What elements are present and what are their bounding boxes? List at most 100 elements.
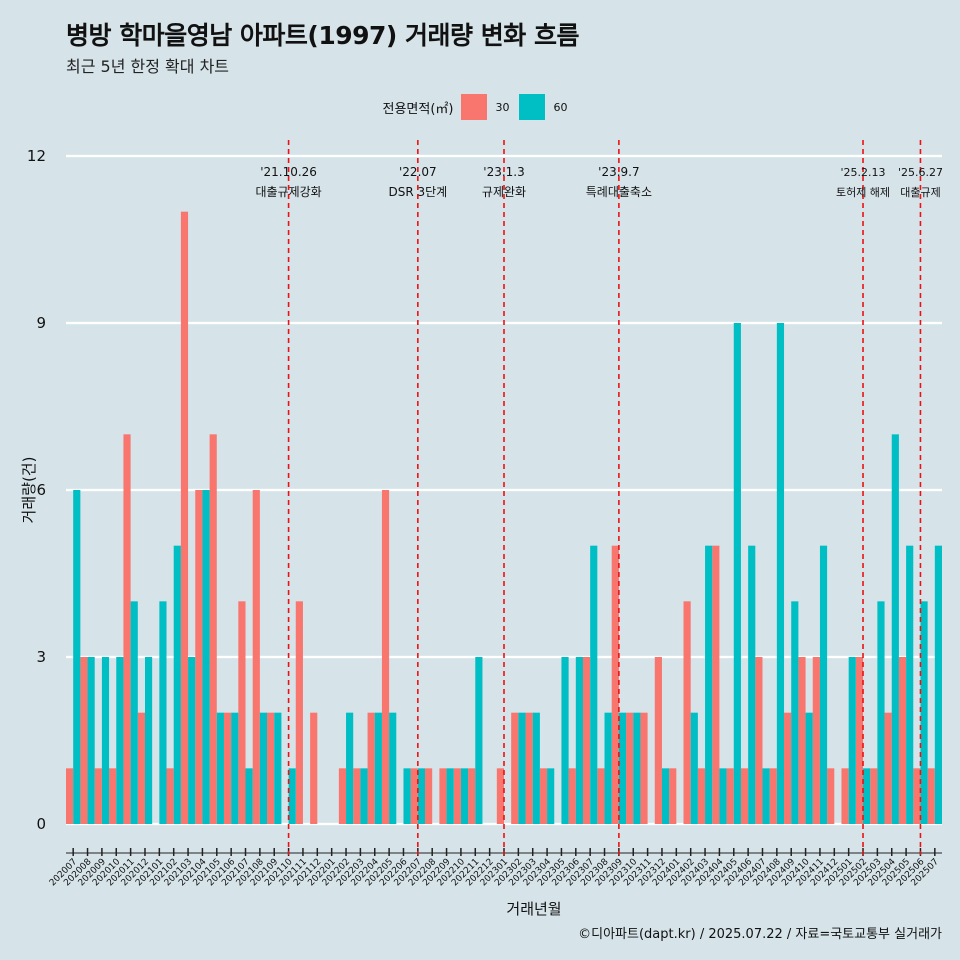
bar-30-202309 xyxy=(611,545,619,824)
y-axis-title: 거래량(건) xyxy=(20,457,38,524)
bar-30-202502 xyxy=(855,657,864,824)
bar-30-202501 xyxy=(841,768,849,824)
bar-60-202102 xyxy=(173,545,181,824)
bar-60-202203 xyxy=(360,768,368,824)
bar-30-202208 xyxy=(425,768,433,824)
bar-30-202403 xyxy=(697,768,706,824)
bar-60-202409 xyxy=(791,601,799,824)
y-tick-label-3: 3 xyxy=(36,648,46,666)
bar-60-202306 xyxy=(575,657,583,824)
bar-30-202105 xyxy=(209,434,217,824)
bar-60-202411 xyxy=(819,545,828,824)
bar-30-202310 xyxy=(626,712,634,824)
bar-60-202302 xyxy=(518,712,526,824)
bar-30-202307 xyxy=(582,657,591,824)
bar-30-202312 xyxy=(654,657,662,824)
x-axis-title: 거래년월 xyxy=(506,900,561,918)
bar-60-202303 xyxy=(532,712,540,824)
bar-30-202406 xyxy=(740,768,749,824)
y-tick-label-0: 0 xyxy=(36,815,46,833)
legend-swatch-60 xyxy=(519,94,546,120)
bar-60-202211 xyxy=(475,657,483,824)
bar-60-202012 xyxy=(144,657,153,824)
bar-60-202205 xyxy=(389,712,397,824)
bar-60-202402 xyxy=(690,712,698,824)
bar-30-202412 xyxy=(827,768,835,824)
legend-swatch-30 xyxy=(461,94,488,120)
legend-title: 전용면적(㎡) xyxy=(382,101,454,117)
event-label-4: 특례대출축소 xyxy=(586,185,652,199)
bar-60-202207 xyxy=(417,768,426,824)
bar-30-202407 xyxy=(755,657,763,824)
bar-30-202503 xyxy=(870,768,878,824)
y-tick-label-9: 9 xyxy=(36,314,46,332)
bar-30-202409 xyxy=(784,712,792,824)
bar-30-202306 xyxy=(568,768,576,824)
bar-60-202107 xyxy=(245,768,253,824)
bar-30-202504 xyxy=(884,712,892,824)
bar-60-202104 xyxy=(202,490,210,824)
bar-30-202008 xyxy=(80,657,88,824)
bar-30-202107 xyxy=(238,601,246,824)
bar-30-202402 xyxy=(683,601,691,824)
bar-30-202308 xyxy=(597,768,605,824)
y-tick-label-12: 12 xyxy=(27,147,46,165)
bar-60-202403 xyxy=(705,545,713,824)
bar-30-202010 xyxy=(109,768,117,824)
bar-30-202102 xyxy=(166,768,174,824)
legend-label-30: 30 xyxy=(495,100,510,114)
bar-60-202503 xyxy=(877,601,885,824)
bar-30-202106 xyxy=(223,712,232,824)
event-date-4: '23.9.7 xyxy=(598,165,639,179)
bar-60-202108 xyxy=(259,712,268,824)
bar-30-202507 xyxy=(927,768,935,824)
bar-60-202007 xyxy=(73,490,81,824)
bar-30-202405 xyxy=(726,768,734,824)
bar-60-202308 xyxy=(604,712,612,824)
bar-30-202506 xyxy=(913,768,921,824)
bar-30-202304 xyxy=(539,768,548,824)
event-date-6: '25.6.27 xyxy=(898,166,943,179)
bar-60-202011 xyxy=(130,601,138,824)
bar-30-202302 xyxy=(511,712,519,824)
bar-60-202310 xyxy=(633,712,641,824)
bar-30-202204 xyxy=(367,712,375,824)
bar-60-202109 xyxy=(274,712,282,824)
bar-30-202411 xyxy=(812,657,820,824)
bar-60-202408 xyxy=(776,323,785,824)
bar-60-202204 xyxy=(374,712,382,824)
bar-30-202012 xyxy=(137,712,145,824)
event-label-2: DSR 3단계 xyxy=(388,185,447,199)
bar-30-202205 xyxy=(381,490,390,824)
bar-30-202011 xyxy=(123,434,131,824)
bar-60-202407 xyxy=(762,768,770,824)
bar-30-202104 xyxy=(195,490,203,824)
bar-30-202009 xyxy=(94,768,102,824)
bar-60-202504 xyxy=(891,434,899,824)
bar-30-202207 xyxy=(410,768,418,824)
event-date-1: '21.10.26 xyxy=(260,165,317,179)
bar-30-202108 xyxy=(252,490,260,824)
event-date-2: '22.07 xyxy=(399,165,437,179)
bar-60-202304 xyxy=(547,768,555,824)
bar-30-202303 xyxy=(525,712,533,824)
event-label-1: 대출규제강화 xyxy=(255,185,321,199)
y-tick-label-6: 6 xyxy=(36,481,46,499)
bar-30-202103 xyxy=(180,211,189,824)
source-caption: ©디아파트(dapt.kr) / 2025.07.22 / 자료=국토교통부 실… xyxy=(578,927,942,942)
bar-30-202211 xyxy=(468,768,476,824)
bar-30-202401 xyxy=(669,768,677,824)
event-label-6: 대출규제 xyxy=(900,186,940,199)
bar-60-202106 xyxy=(231,712,239,824)
bar-60-202010 xyxy=(116,657,124,824)
bar-30-202109 xyxy=(267,712,275,824)
bar-60-202008 xyxy=(87,657,95,824)
bar-30-202202 xyxy=(338,768,347,824)
bar-30-202301 xyxy=(496,768,504,824)
bar-60-202404 xyxy=(719,768,727,824)
bar-30-202209 xyxy=(439,768,447,824)
bar-60-202101 xyxy=(159,601,167,824)
bar-60-202312 xyxy=(661,768,670,824)
bar-30-202311 xyxy=(640,712,648,824)
